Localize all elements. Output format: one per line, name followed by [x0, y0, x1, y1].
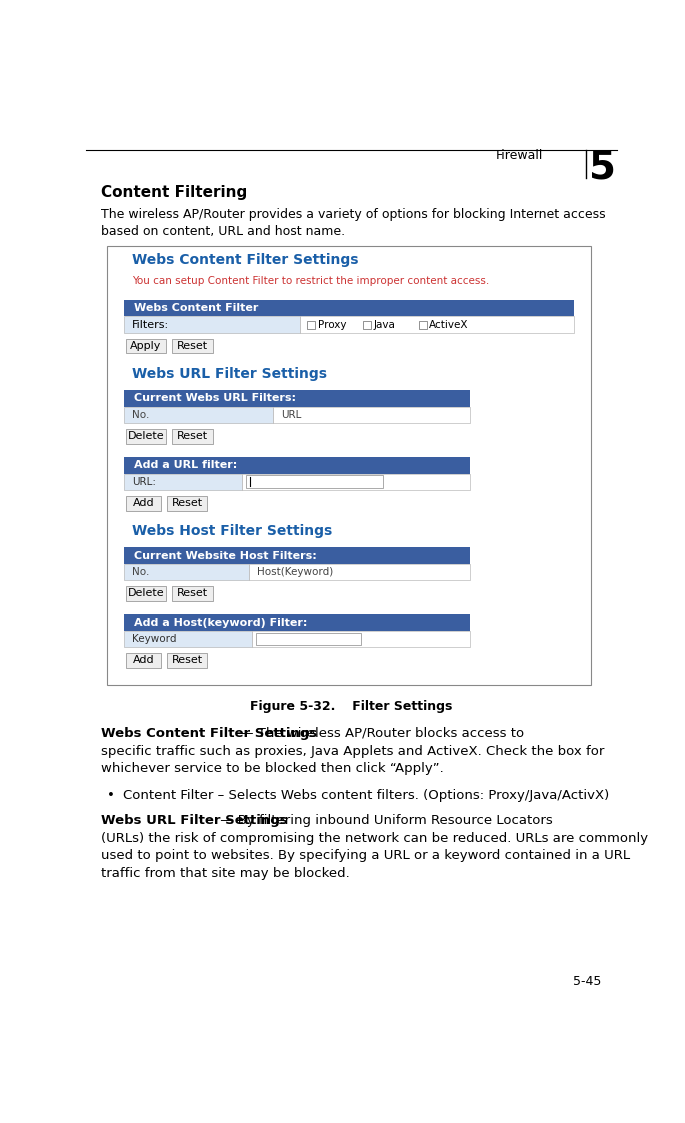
Text: based on content, URL and host name.: based on content, URL and host name.	[101, 225, 345, 238]
Text: Add: Add	[133, 656, 154, 665]
FancyBboxPatch shape	[167, 496, 208, 511]
Text: — The wireless AP/Router blocks access to: — The wireless AP/Router blocks access t…	[236, 727, 524, 740]
FancyBboxPatch shape	[125, 614, 470, 631]
Text: Reset: Reset	[177, 341, 208, 351]
Text: Apply: Apply	[130, 341, 162, 351]
Text: traffic from that site may be blocked.: traffic from that site may be blocked.	[101, 867, 350, 880]
FancyBboxPatch shape	[173, 586, 213, 601]
FancyBboxPatch shape	[125, 391, 470, 407]
FancyBboxPatch shape	[108, 246, 591, 685]
Text: No.: No.	[132, 410, 149, 420]
Text: ActiveX: ActiveX	[429, 320, 469, 329]
FancyBboxPatch shape	[126, 586, 166, 601]
Text: Delete: Delete	[128, 588, 164, 599]
FancyBboxPatch shape	[126, 429, 166, 444]
Text: Webs Content Filter Settings: Webs Content Filter Settings	[132, 253, 359, 266]
Text: Add: Add	[133, 499, 154, 509]
FancyBboxPatch shape	[363, 321, 371, 329]
Text: whichever service to be blocked then click “Apply”.: whichever service to be blocked then cli…	[101, 763, 444, 775]
FancyBboxPatch shape	[246, 475, 383, 487]
Text: Webs URL Filter Settings: Webs URL Filter Settings	[101, 814, 288, 827]
Text: Current Webs URL Filters:: Current Webs URL Filters:	[134, 393, 296, 403]
Text: Java: Java	[373, 320, 395, 329]
Text: Webs Content Filter Settings: Webs Content Filter Settings	[101, 727, 317, 740]
Text: The wireless AP/Router provides a variety of options for blocking Internet acces: The wireless AP/Router provides a variet…	[101, 208, 606, 221]
FancyBboxPatch shape	[308, 321, 315, 329]
FancyBboxPatch shape	[125, 474, 242, 490]
FancyBboxPatch shape	[173, 429, 213, 444]
Text: Webs Content Filter: Webs Content Filter	[134, 303, 258, 313]
FancyBboxPatch shape	[299, 317, 574, 332]
Text: You can setup Content Filter to restrict the improper content access.: You can setup Content Filter to restrict…	[132, 275, 489, 285]
Text: Content Filter – Selects Webs content filters. (Options: Proxy/Java/ActivX): Content Filter – Selects Webs content fi…	[123, 789, 609, 802]
FancyBboxPatch shape	[173, 339, 213, 354]
Text: Keyword: Keyword	[132, 633, 177, 643]
Text: used to point to websites. By specifying a URL or a keyword contained in a URL: used to point to websites. By specifying…	[101, 849, 630, 862]
Text: No.: No.	[132, 567, 149, 577]
FancyBboxPatch shape	[125, 631, 252, 647]
FancyBboxPatch shape	[125, 564, 249, 579]
Text: •: •	[108, 789, 115, 802]
Text: — By filtering inbound Uniform Resource Locators: — By filtering inbound Uniform Resource …	[216, 814, 553, 827]
Text: Filters:: Filters:	[132, 320, 169, 329]
Text: Webs Host Filter Settings: Webs Host Filter Settings	[132, 524, 332, 538]
Text: (URLs) the risk of compromising the network can be reduced. URLs are commonly: (URLs) the risk of compromising the netw…	[101, 832, 648, 844]
FancyBboxPatch shape	[125, 317, 299, 332]
FancyBboxPatch shape	[273, 407, 470, 422]
FancyBboxPatch shape	[256, 632, 361, 645]
FancyBboxPatch shape	[167, 652, 208, 667]
Text: specific traffic such as proxies, Java Applets and ActiveX. Check the box for: specific traffic such as proxies, Java A…	[101, 745, 604, 758]
Text: Reset: Reset	[177, 588, 208, 599]
Text: Reset: Reset	[177, 431, 208, 441]
FancyBboxPatch shape	[125, 407, 273, 422]
Text: Current Website Host Filters:: Current Website Host Filters:	[134, 550, 316, 560]
FancyBboxPatch shape	[126, 652, 161, 667]
Text: Webs URL Filter Settings: Webs URL Filter Settings	[132, 367, 327, 382]
FancyBboxPatch shape	[126, 339, 166, 354]
Text: 5-45: 5-45	[573, 975, 601, 988]
Text: 5: 5	[589, 148, 616, 186]
Text: Content Filtering: Content Filtering	[101, 185, 247, 200]
Text: Proxy: Proxy	[318, 320, 346, 329]
Text: Host(Keyword): Host(Keyword)	[257, 567, 333, 577]
Text: Reset: Reset	[171, 499, 203, 509]
FancyBboxPatch shape	[419, 321, 427, 329]
Text: URL:: URL:	[132, 476, 156, 486]
FancyBboxPatch shape	[125, 548, 470, 564]
FancyBboxPatch shape	[125, 300, 574, 317]
Text: Add a Host(keyword) Filter:: Add a Host(keyword) Filter:	[134, 618, 307, 628]
Text: Add a URL filter:: Add a URL filter:	[134, 460, 237, 471]
FancyBboxPatch shape	[252, 631, 470, 647]
Text: Delete: Delete	[128, 431, 164, 441]
FancyBboxPatch shape	[249, 564, 470, 579]
Text: Figure 5-32.  Filter Settings: Figure 5-32. Filter Settings	[250, 700, 452, 713]
Text: Firewall: Firewall	[495, 149, 543, 163]
FancyBboxPatch shape	[125, 457, 470, 474]
FancyBboxPatch shape	[242, 474, 470, 490]
FancyBboxPatch shape	[126, 496, 161, 511]
Text: URL: URL	[281, 410, 301, 420]
Text: Reset: Reset	[171, 656, 203, 665]
